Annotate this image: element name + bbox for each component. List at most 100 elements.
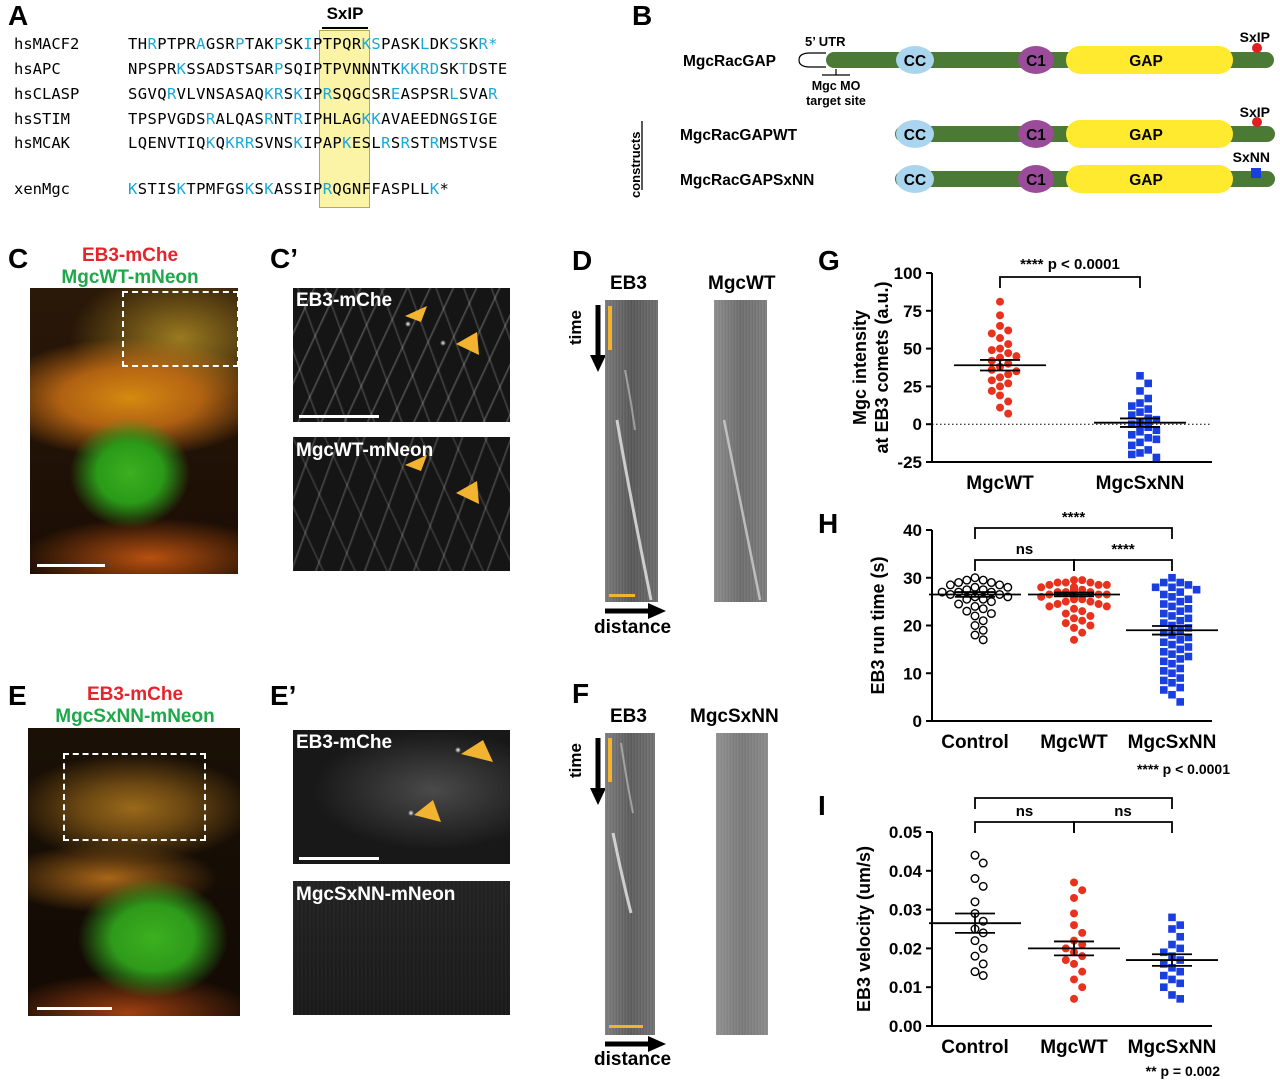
data-point xyxy=(1136,387,1144,395)
data-point xyxy=(1152,415,1161,424)
data-point xyxy=(1192,585,1201,594)
data-point xyxy=(1070,635,1078,644)
data-point xyxy=(1136,427,1144,436)
data-point xyxy=(1061,619,1070,628)
significance-bracket xyxy=(974,797,1173,809)
x-tick-label: MgcSxNN xyxy=(1128,732,1217,753)
data-point xyxy=(1160,667,1168,675)
time-arrow-d: time xyxy=(566,305,605,372)
y-tick-label: 75 xyxy=(903,302,922,321)
arrowhead-icon xyxy=(456,332,479,355)
data-point xyxy=(1176,655,1184,663)
data-point xyxy=(978,959,988,969)
x-tick-label: MgcWT xyxy=(1040,1037,1108,1058)
time-arrow-f: time xyxy=(566,738,605,805)
data-point xyxy=(1168,650,1176,658)
data-point xyxy=(1152,435,1161,444)
sequence-name: hsCLASP xyxy=(14,85,80,103)
c1-label-row-2: C1 xyxy=(1026,127,1046,144)
gap-domain-row-1 xyxy=(1066,46,1233,74)
sequence-residues: THRPTPRAGSRPTAKPSKIPTPQRKSPASKLDKSSKR* xyxy=(128,35,498,53)
zoom-label-mgcwt: MgcWT-mNeon xyxy=(296,440,434,461)
y-tick-label: 0 xyxy=(913,712,922,731)
data-point xyxy=(1037,583,1046,592)
data-point xyxy=(1128,402,1136,410)
data-point xyxy=(1176,607,1184,615)
panel-letter-g: G xyxy=(818,245,840,276)
sequence-name: hsMCAK xyxy=(14,134,70,152)
y-tick-label: 0.03 xyxy=(889,901,922,920)
data-point xyxy=(1136,372,1144,380)
data-point xyxy=(1168,925,1176,933)
data-point xyxy=(1176,674,1184,682)
data-point xyxy=(1176,664,1184,673)
data-point xyxy=(1168,659,1176,668)
kymograph-eb3-f xyxy=(605,733,655,1035)
data-point xyxy=(1070,893,1078,902)
data-point xyxy=(1160,628,1168,637)
zoom-box-c xyxy=(122,291,238,367)
data-point xyxy=(970,936,980,946)
data-point xyxy=(970,630,980,640)
panel-letter-c: C xyxy=(8,243,29,274)
data-point xyxy=(1160,960,1168,968)
data-point xyxy=(1136,399,1144,407)
data-point xyxy=(1168,964,1176,972)
y-tick-label: -25 xyxy=(897,453,922,472)
data-point xyxy=(1070,576,1078,585)
data-point xyxy=(996,382,1004,391)
sequence-residues: SGVQRVLVNSASAQKRSKIPRSQGCSREASPSRLSVAR xyxy=(128,85,498,103)
data-point xyxy=(1176,683,1184,692)
data-point xyxy=(1176,597,1184,606)
data-point xyxy=(978,971,988,981)
distance-arrow-f xyxy=(605,1036,666,1052)
data-point xyxy=(1094,600,1103,609)
data-point xyxy=(970,850,980,860)
data-point xyxy=(1176,995,1184,1003)
data-point xyxy=(978,635,988,645)
data-point xyxy=(1176,921,1184,929)
data-point xyxy=(1004,349,1013,358)
kymo-streak-d xyxy=(615,369,653,601)
panel-b-domain-diagram: MgcRacGAP 5’ UTR Mgc MO target site CC C… xyxy=(630,29,1275,198)
data-point xyxy=(970,582,980,592)
data-point xyxy=(1184,633,1193,642)
data-point xyxy=(996,321,1004,330)
data-point xyxy=(1078,928,1087,937)
zoom-label-mgcsxnn: MgcSxNN-mNeon xyxy=(296,884,456,905)
sxip-marker-row-2 xyxy=(1252,117,1262,127)
arrowhead-icon xyxy=(456,481,479,504)
gap-domain-row-2 xyxy=(1066,120,1233,148)
data-point xyxy=(1168,593,1176,601)
y-axis-label: at EB3 comets (a.u.) xyxy=(872,281,892,453)
data-point xyxy=(1061,597,1070,606)
zoom-image-eb3-c: EB3-mChe xyxy=(293,288,510,422)
data-point xyxy=(1144,446,1152,454)
significance-label: ** xyxy=(1068,790,1080,796)
panel-letter-b: B xyxy=(632,0,653,31)
zoom-label-eb3-e: EB3-mChe xyxy=(296,732,393,753)
data-point xyxy=(1160,948,1168,957)
merged-image-mgcwt xyxy=(30,288,238,574)
chart-h: 0 10 20 30 40 EB3 run time (s) Control MgcWT Mgc… xyxy=(868,512,1230,777)
distance-arrow-d xyxy=(605,603,666,619)
data-point xyxy=(1012,352,1021,361)
panel-letter-e: E xyxy=(8,680,27,711)
sxip-marker-row-1 xyxy=(1252,43,1262,53)
data-point xyxy=(1176,979,1184,988)
data-point xyxy=(1184,652,1193,661)
data-point xyxy=(1152,426,1161,435)
data-point xyxy=(1184,614,1193,623)
c1-domain-row-1 xyxy=(1018,46,1054,74)
panel-letter-i: I xyxy=(818,790,826,821)
data-point xyxy=(1168,583,1176,592)
data-point xyxy=(1061,609,1070,618)
y-axis-label: EB3 run time (s) xyxy=(868,556,888,694)
data-point xyxy=(1176,645,1184,654)
data-point xyxy=(970,951,980,961)
data-point xyxy=(1176,578,1184,587)
data-point xyxy=(1070,604,1078,613)
panel-e-title-eb3: EB3-mChe xyxy=(86,684,184,705)
zoom-image-mgcsxnn: MgcSxNN-mNeon xyxy=(293,881,510,1015)
data-point xyxy=(1176,698,1184,706)
